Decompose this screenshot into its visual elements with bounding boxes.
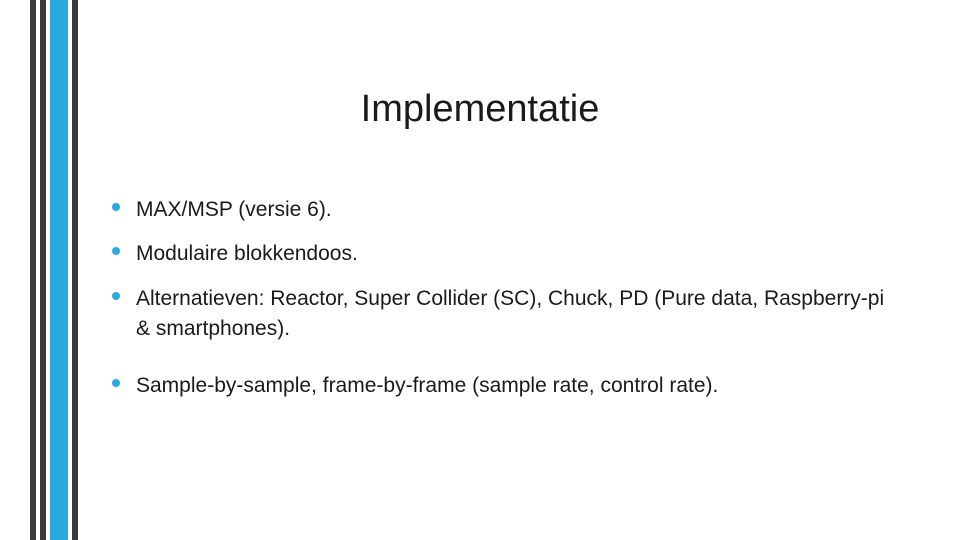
bullet-icon — [112, 292, 120, 300]
bullet-icon — [112, 247, 120, 255]
list-item: MAX/MSP (versie 6). — [112, 195, 900, 225]
bullet-list: MAX/MSP (versie 6). Modulaire blokkendoo… — [112, 195, 900, 415]
bullet-text: Alternatieven: Reactor, Super Collider (… — [136, 284, 900, 345]
slide-title: Implementatie — [0, 88, 960, 131]
bullet-text: MAX/MSP (versie 6). — [136, 195, 332, 225]
bullet-text: Sample-by-sample, frame-by-frame (sample… — [136, 371, 718, 401]
stripe-4 — [72, 0, 78, 540]
bullet-text: Modulaire blokkendoos. — [136, 239, 358, 269]
stripe-3 — [50, 0, 68, 540]
bullet-gap — [112, 359, 900, 371]
list-item: Modulaire blokkendoos. — [112, 239, 900, 269]
bullet-icon — [112, 379, 120, 387]
bullet-icon — [112, 203, 120, 211]
list-item: Sample-by-sample, frame-by-frame (sample… — [112, 371, 900, 401]
stripe-1 — [30, 0, 36, 540]
list-item: Alternatieven: Reactor, Super Collider (… — [112, 284, 900, 345]
stripe-2 — [40, 0, 46, 540]
